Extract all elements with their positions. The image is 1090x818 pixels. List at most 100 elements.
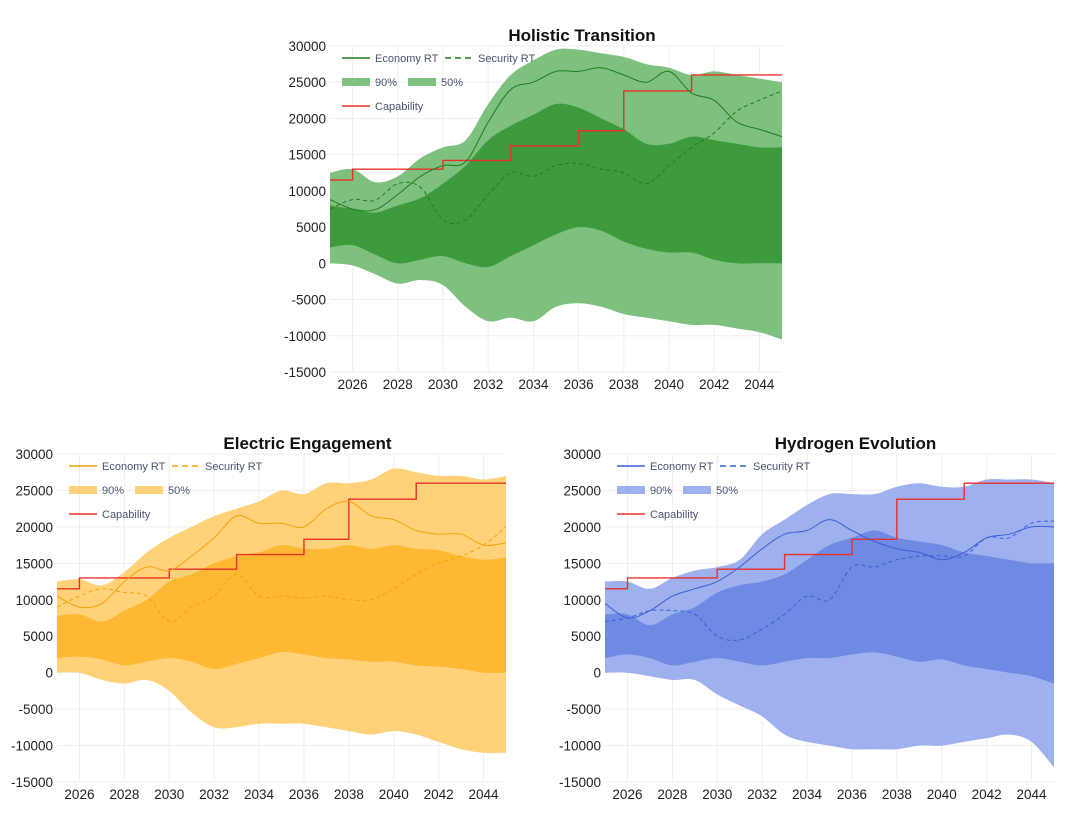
y-tick-label: -5000 xyxy=(566,702,601,717)
chart-0: -15000 -10000 -5000 0 5000 10000 15000 20000 250… xyxy=(284,26,782,392)
chart-title: Electric Engagement xyxy=(223,434,392,453)
legend-security-label: Security RT xyxy=(205,461,263,473)
x-tick-label: 2026 xyxy=(612,787,642,802)
y-tick-label: 30000 xyxy=(288,39,326,54)
x-tick-label: 2028 xyxy=(657,787,687,802)
y-tick-label: -15000 xyxy=(559,775,601,790)
y-tick-label: -5000 xyxy=(291,293,326,308)
y-tick-label: -15000 xyxy=(11,775,53,790)
legend-economy-label: Economy RT xyxy=(375,53,439,65)
y-tick-label: 25000 xyxy=(563,483,601,498)
x-tick-label: 2036 xyxy=(289,787,319,802)
x-tick-label: 2026 xyxy=(64,787,94,802)
y-tick-label: 10000 xyxy=(563,593,601,608)
economy-rt-line xyxy=(605,519,1054,619)
y-tick-label: 15000 xyxy=(15,556,53,571)
capability-line xyxy=(330,74,782,181)
legend-capability-label: Capability xyxy=(375,101,424,113)
band-50pct xyxy=(605,530,1054,684)
y-tick-label: -10000 xyxy=(284,329,326,344)
y-tick-label: 20000 xyxy=(15,520,53,535)
y-tick-label: 5000 xyxy=(23,629,53,644)
y-tick-label: 10000 xyxy=(288,184,326,199)
band-50pct xyxy=(330,103,782,268)
legend-50-swatch xyxy=(683,486,711,494)
x-tick-label: 2028 xyxy=(109,787,139,802)
legend-50-label: 50% xyxy=(168,485,190,497)
x-tick-label: 2038 xyxy=(609,377,639,392)
legend: Economy RT Security RT 90% 50% Capability xyxy=(342,53,536,113)
legend-capability-label: Capability xyxy=(102,509,151,521)
y-tick-label: 25000 xyxy=(15,483,53,498)
x-tick-label: 2040 xyxy=(379,787,409,802)
legend-security-label: Security RT xyxy=(753,461,811,473)
legend-90-label: 90% xyxy=(650,485,672,497)
x-tick-label: 2034 xyxy=(244,787,275,802)
legend: Economy RT Security RT 90% 50% Capability xyxy=(69,461,263,521)
economy-rt-line xyxy=(330,67,782,212)
band-50pct xyxy=(57,545,506,673)
y-tick-label: 0 xyxy=(45,666,53,681)
economy-rt-line xyxy=(57,500,506,609)
y-tick-label: 30000 xyxy=(563,447,601,462)
legend-capability-label: Capability xyxy=(650,509,699,521)
legend-90-label: 90% xyxy=(102,485,124,497)
y-tick-label: 20000 xyxy=(288,111,326,126)
plot-area xyxy=(605,478,1054,768)
y-tick-label: 25000 xyxy=(288,75,326,90)
legend-50-swatch xyxy=(408,78,436,86)
legend-economy-label: Economy RT xyxy=(102,461,166,473)
capability-line xyxy=(57,482,506,590)
legend-90-swatch xyxy=(617,486,645,494)
security-rt-line xyxy=(57,526,506,623)
x-tick-label: 2032 xyxy=(473,377,503,392)
y-tick-label: 0 xyxy=(593,666,601,681)
x-tick-label: 2042 xyxy=(424,787,454,802)
x-tick-label: 2036 xyxy=(837,787,867,802)
capability-line xyxy=(605,482,1054,590)
x-tick-label: 2040 xyxy=(927,787,957,802)
y-tick-label: 0 xyxy=(318,256,326,271)
x-tick-label: 2030 xyxy=(154,787,184,802)
y-tick-label: -5000 xyxy=(18,702,53,717)
y-tick-label: -10000 xyxy=(11,739,53,754)
x-tick-label: 2036 xyxy=(564,377,594,392)
x-tick-label: 2028 xyxy=(383,377,413,392)
y-tick-label: 15000 xyxy=(563,556,601,571)
x-tick-label: 2044 xyxy=(1017,787,1048,802)
x-tick-label: 2040 xyxy=(654,377,684,392)
chart-2: -15000 -10000 -5000 0 5000 10000 15000 20000 250… xyxy=(559,434,1054,802)
legend-90-swatch xyxy=(342,78,370,86)
plot-area xyxy=(330,48,782,340)
plot-area xyxy=(57,468,506,754)
x-tick-label: 2026 xyxy=(338,377,368,392)
x-tick-label: 2030 xyxy=(428,377,458,392)
y-tick-label: 15000 xyxy=(288,148,326,163)
x-tick-label: 2044 xyxy=(469,787,500,802)
chart-title: Holistic Transition xyxy=(508,26,655,45)
chart-1: -15000 -10000 -5000 0 5000 10000 15000 20000 250… xyxy=(11,434,506,802)
x-tick-label: 2042 xyxy=(972,787,1002,802)
x-tick-label: 2038 xyxy=(882,787,912,802)
x-tick-label: 2034 xyxy=(792,787,823,802)
y-tick-label: 5000 xyxy=(296,220,326,235)
chart-title: Hydrogen Evolution xyxy=(775,434,937,453)
x-tick-label: 2042 xyxy=(699,377,729,392)
legend-economy-label: Economy RT xyxy=(650,461,714,473)
y-tick-label: -10000 xyxy=(559,739,601,754)
y-tick-label: 10000 xyxy=(15,593,53,608)
x-tick-label: 2032 xyxy=(747,787,777,802)
legend-50-label: 50% xyxy=(441,77,463,89)
y-tick-label: 20000 xyxy=(563,520,601,535)
legend-security-label: Security RT xyxy=(478,53,536,65)
legend-50-label: 50% xyxy=(716,485,738,497)
x-tick-label: 2032 xyxy=(199,787,229,802)
x-tick-label: 2030 xyxy=(702,787,732,802)
y-tick-label: 30000 xyxy=(15,447,53,462)
legend: Economy RT Security RT 90% 50% Capability xyxy=(617,461,811,521)
y-tick-label: -15000 xyxy=(284,365,326,380)
legend-90-swatch xyxy=(69,486,97,494)
x-tick-label: 2038 xyxy=(334,787,364,802)
x-tick-label: 2034 xyxy=(518,377,549,392)
x-tick-label: 2044 xyxy=(744,377,775,392)
